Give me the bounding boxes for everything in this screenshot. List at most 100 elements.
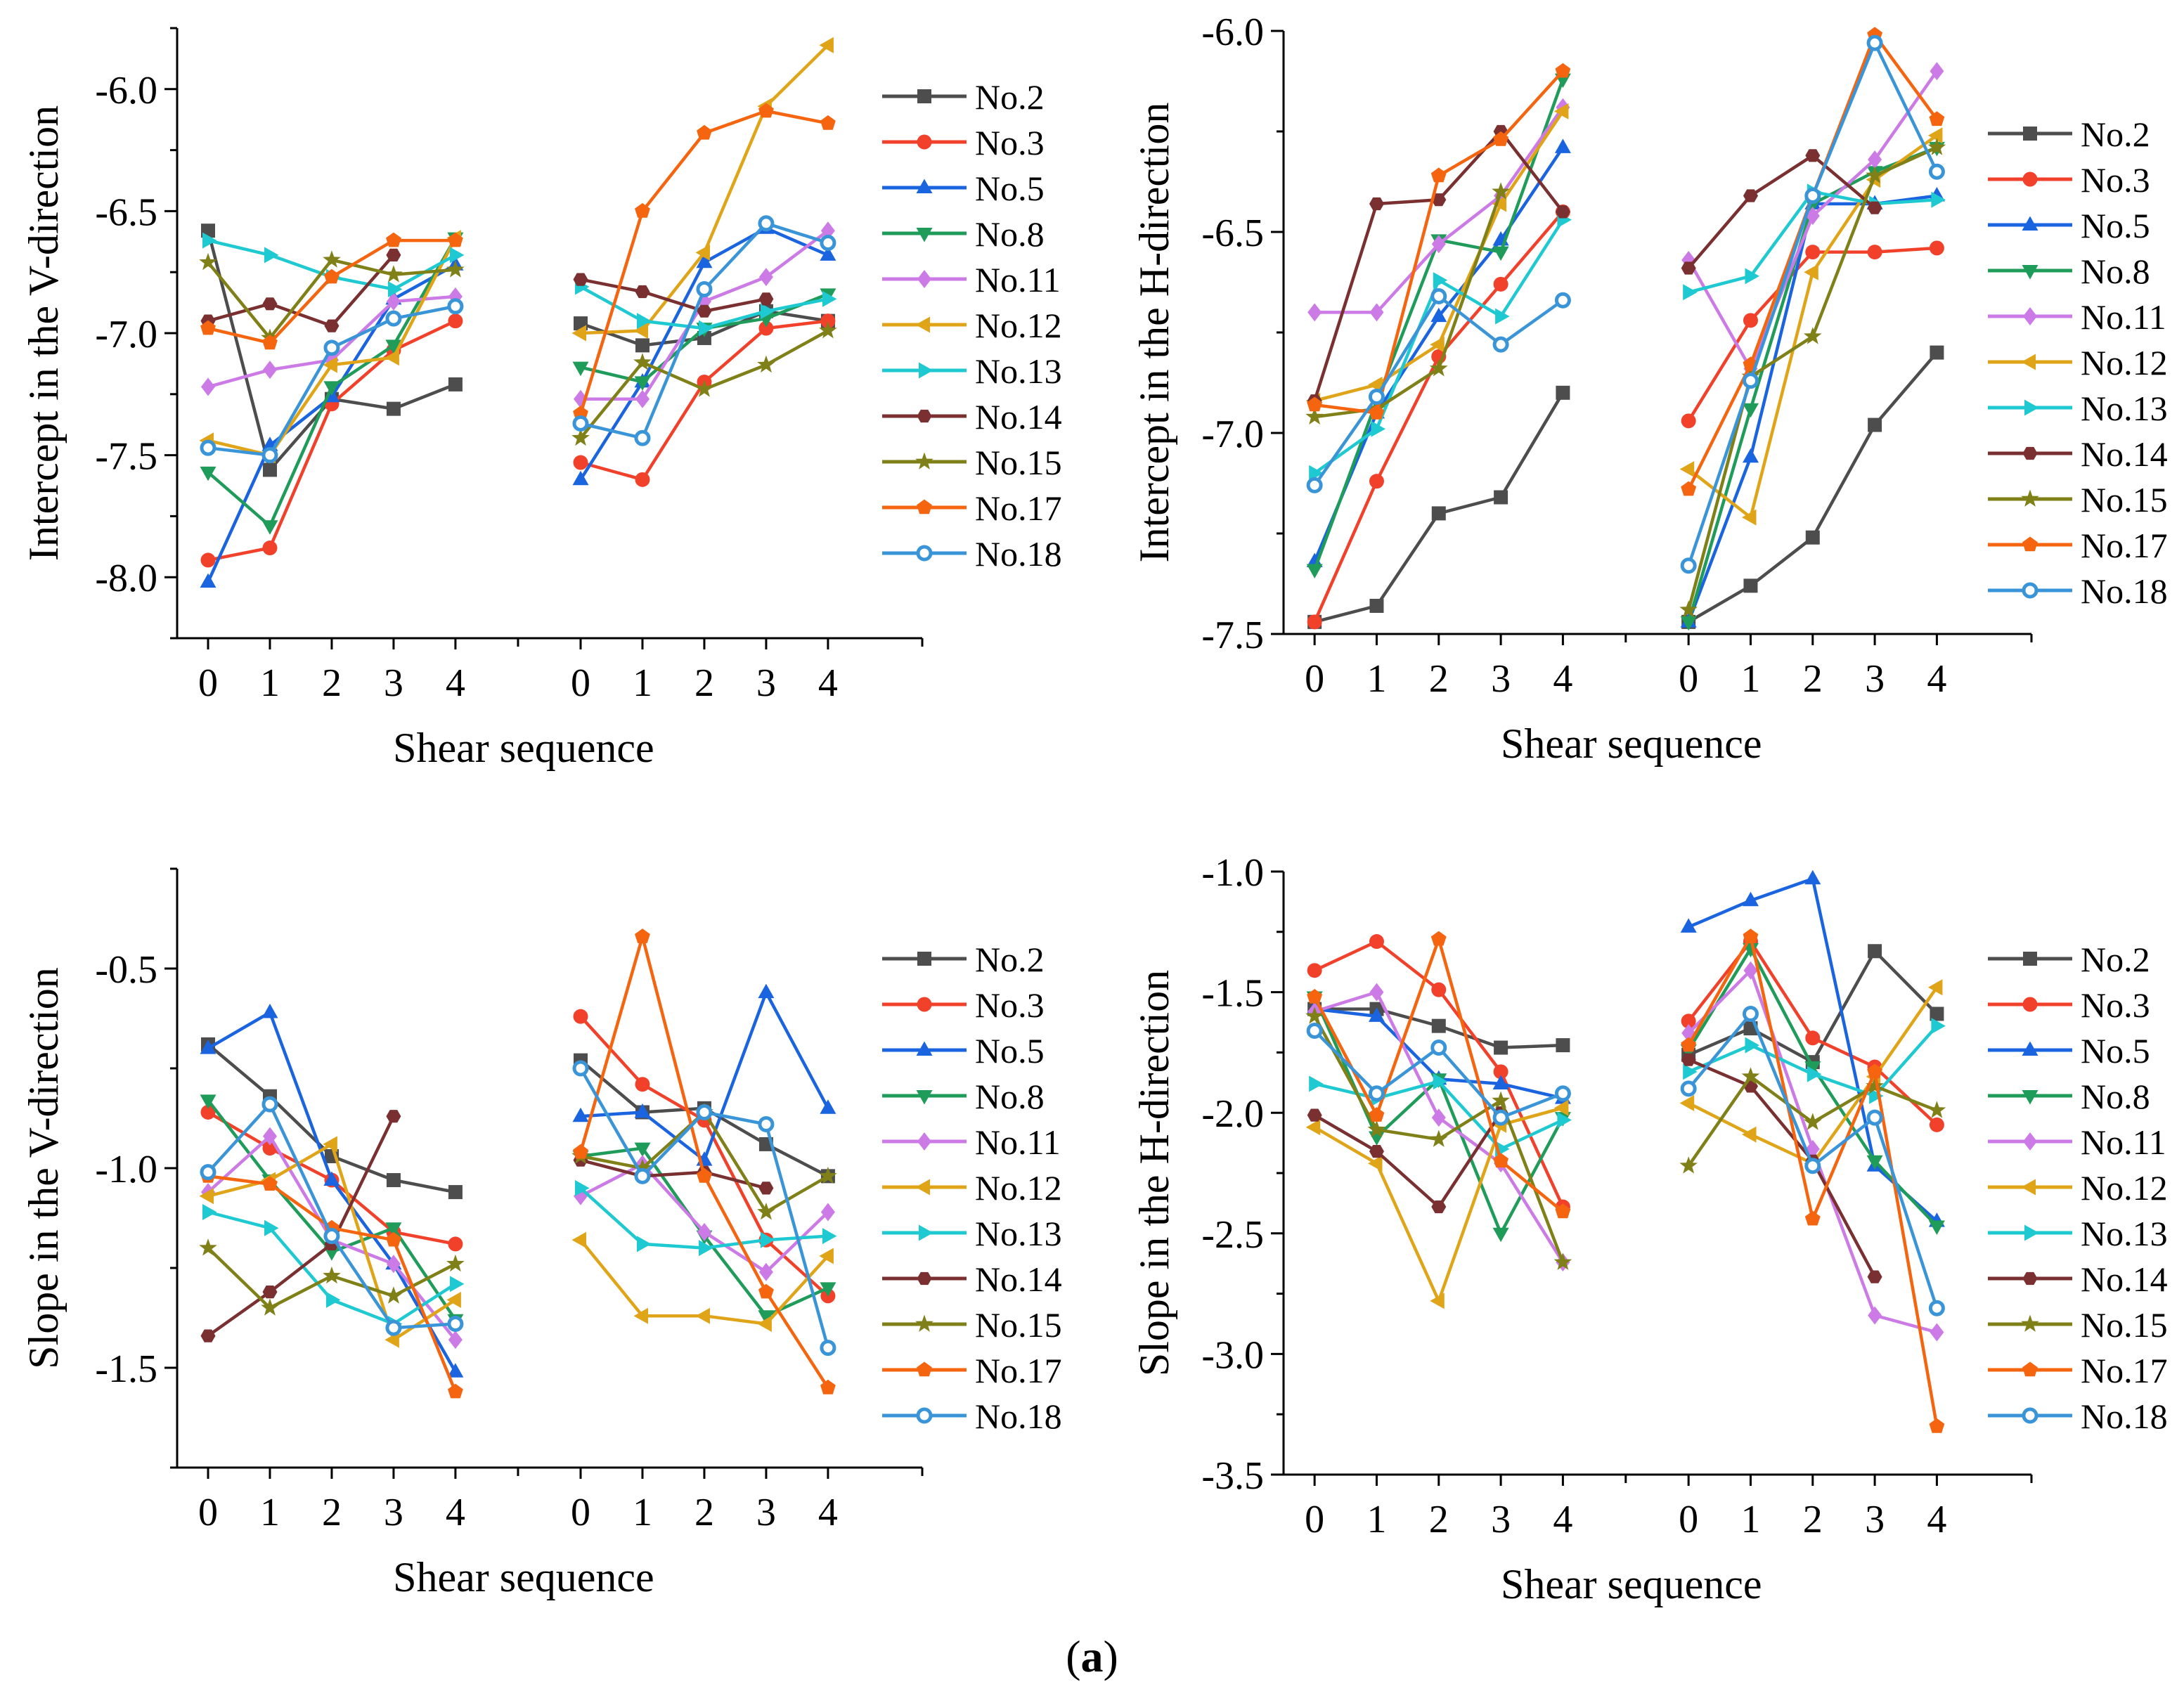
data-point: [386, 1231, 401, 1247]
data-point: [1430, 1040, 1447, 1056]
data-point: [696, 281, 713, 298]
legend-marker: [917, 1132, 931, 1151]
data-point: [1492, 182, 1510, 200]
data-point: [1305, 407, 1324, 425]
data-point: [1681, 261, 1696, 275]
data-point: [386, 1173, 401, 1188]
data-point: [200, 573, 217, 588]
data-point: [261, 1298, 279, 1316]
data-point: [697, 1222, 711, 1241]
series-no17: [1307, 27, 1945, 496]
data-point: [385, 1331, 399, 1348]
y-axis-label: Intercept in the V-direction: [20, 105, 67, 561]
data-point: [1433, 272, 1448, 289]
data-point: [637, 1236, 652, 1252]
x-tick-label: 1: [260, 661, 280, 705]
legend-marker: [2022, 1090, 2038, 1105]
x-tick-label: 1: [1366, 1498, 1386, 1541]
legend-marker: [2024, 399, 2039, 416]
data-point: [448, 1185, 463, 1200]
data-point: [633, 1307, 648, 1324]
series-line: [1687, 41, 1939, 567]
data-point: [199, 1188, 214, 1205]
data-point: [1556, 385, 1570, 400]
data-point: [758, 215, 775, 232]
data-point: [696, 1103, 713, 1120]
data-point: [1866, 166, 1884, 183]
series-line: [1313, 78, 1565, 571]
series-no14: [200, 1110, 774, 1342]
data-point: [262, 462, 277, 477]
data-point: [448, 232, 463, 247]
x-tick-label: 1: [633, 661, 652, 705]
data-point: [264, 1219, 279, 1236]
legend-marker: [2021, 354, 2036, 370]
data-point: [1553, 1252, 1572, 1270]
data-point: [699, 320, 713, 337]
legend-label: No.3: [2081, 160, 2150, 200]
legend-label: No.14: [2081, 434, 2168, 474]
data-point: [386, 292, 401, 311]
data-point: [572, 1107, 589, 1122]
data-point: [323, 1246, 340, 1261]
data-point: [572, 361, 589, 377]
data-point: [1369, 197, 1384, 211]
data-point: [819, 1166, 837, 1184]
data-point: [449, 247, 465, 264]
data-point: [572, 1060, 589, 1077]
series-no2: [1307, 345, 1944, 629]
legend-marker: [915, 452, 933, 470]
data-point: [1803, 327, 1822, 344]
legend-marker: [2022, 997, 2038, 1012]
y-tick-label: -6.5: [1201, 212, 1264, 255]
data-point: [385, 1222, 402, 1237]
data-point: [1431, 506, 1446, 521]
data-point: [1430, 288, 1447, 305]
series-no5: [200, 219, 836, 588]
data-point: [200, 1104, 216, 1120]
data-point: [757, 355, 775, 373]
data-point: [199, 1238, 217, 1256]
legend-label: No.8: [975, 1077, 1045, 1116]
data-point: [323, 250, 341, 268]
data-point: [1431, 1200, 1447, 1214]
legend-label: No.13: [2081, 1214, 2168, 1253]
data-point: [1804, 264, 1818, 280]
data-point: [699, 1240, 713, 1257]
data-point: [262, 335, 278, 350]
data-point: [1492, 1091, 1510, 1108]
data-point: [820, 1203, 835, 1222]
data-point: [1492, 246, 1509, 261]
y-tick-label: -1.5: [95, 1347, 157, 1391]
data-point: [571, 1231, 586, 1248]
legend-marker: [916, 1407, 933, 1424]
data-point: [1554, 138, 1571, 153]
legend-marker: [915, 316, 930, 333]
legend-marker: [916, 228, 933, 242]
data-point: [1306, 564, 1323, 578]
x-tick-label: 4: [1927, 1498, 1946, 1541]
x-axis-label: Shear sequence: [1501, 720, 1762, 767]
data-point: [200, 1094, 217, 1109]
data-point: [262, 1286, 278, 1299]
data-point: [1680, 616, 1697, 631]
data-point: [446, 1254, 465, 1272]
legend-marker: [915, 1314, 933, 1332]
y-tick-label: -8.0: [95, 557, 157, 600]
x-tick-label: 1: [1740, 1498, 1760, 1541]
data-point: [1803, 1113, 1822, 1130]
data-point: [1369, 598, 1384, 613]
data-point: [1430, 1293, 1445, 1309]
data-point: [1368, 376, 1383, 393]
series-no17: [200, 103, 836, 420]
series-line: [580, 278, 767, 313]
data-point: [1930, 345, 1944, 360]
data-point: [1492, 195, 1507, 212]
data-point: [820, 115, 836, 130]
data-point: [1929, 240, 1944, 256]
legend-marker: [917, 89, 931, 103]
data-point: [1930, 62, 1944, 81]
